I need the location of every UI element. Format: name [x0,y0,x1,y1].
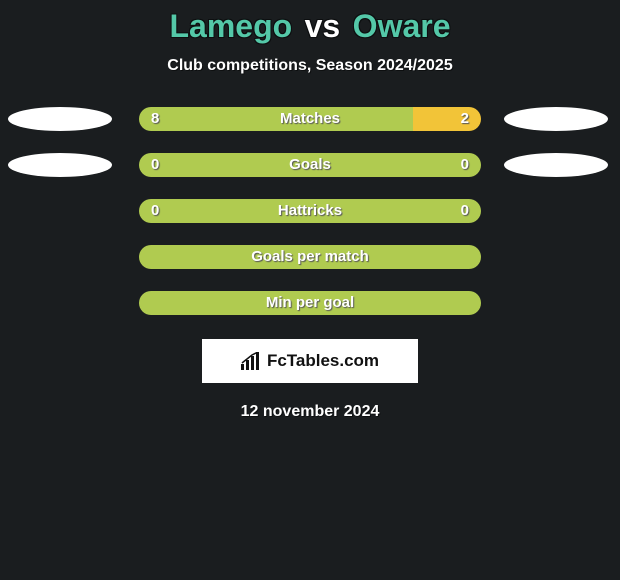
stat-bar-right-fill [413,107,481,131]
stat-bar: Goals per match [139,245,481,269]
date-line: 12 november 2024 [0,403,620,421]
stat-row: Goals per match [0,245,620,269]
stat-row: Goals00 [0,153,620,177]
player1-marker-ellipse [8,153,112,177]
stat-bar-left-fill [139,199,481,223]
subtitle: Club competitions, Season 2024/2025 [0,57,620,75]
stats-container: Matches82 Goals00 Hattricks00 Goals per mat… [0,107,620,315]
stat-bar-left-fill [139,291,481,315]
stat-row: Min per goal [0,291,620,315]
player2-marker-ellipse [504,153,608,177]
player2-marker-ellipse [504,107,608,131]
stat-row: Hattricks00 [0,199,620,223]
stat-bar-left-fill [139,245,481,269]
title-vs: vs [305,8,341,45]
player1-marker-ellipse [8,107,112,131]
title-player2: Oware [353,8,451,45]
title-player1: Lamego [169,8,292,45]
stat-bar: Goals00 [139,153,481,177]
stat-bar-left-fill [139,107,413,131]
stat-bar: Min per goal [139,291,481,315]
brand-box[interactable]: FcTables.com [202,339,418,383]
title-row: Lamego vs Oware [0,0,620,45]
brand-text: FcTables.com [267,351,379,371]
brand-chart-icon [241,352,263,370]
stat-bar: Matches82 [139,107,481,131]
stat-bar: Hattricks00 [139,199,481,223]
stat-row: Matches82 [0,107,620,131]
stat-bar-left-fill [139,153,481,177]
